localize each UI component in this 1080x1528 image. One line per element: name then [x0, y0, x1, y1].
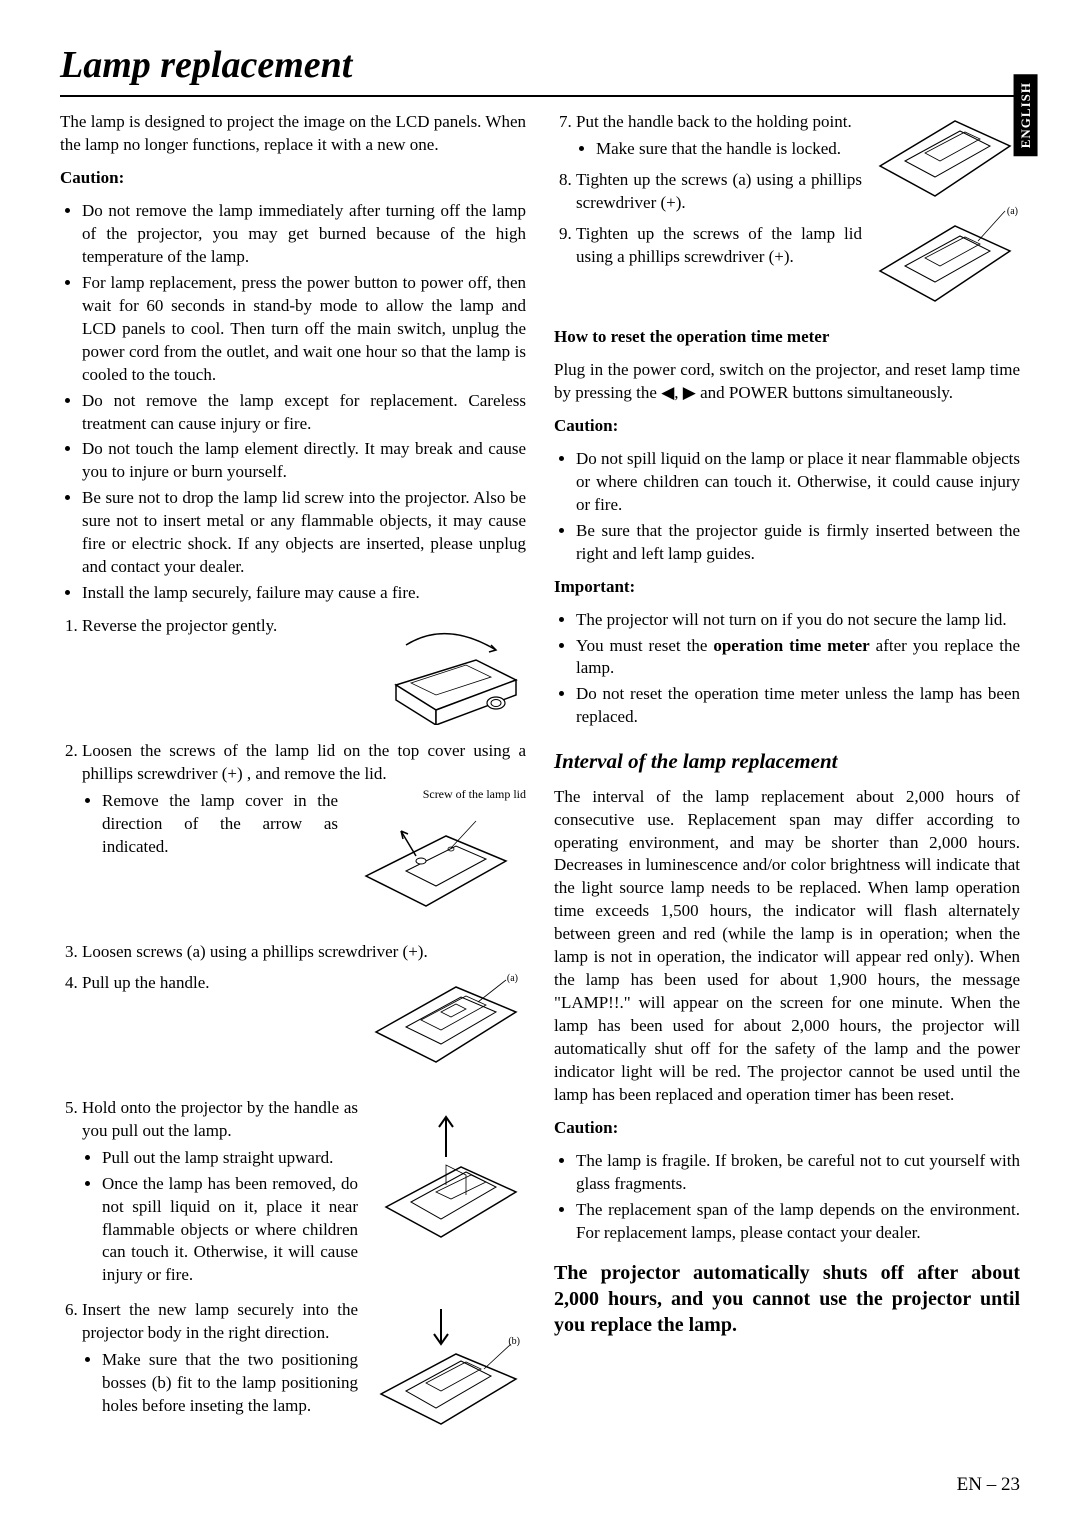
left-column: The lamp is designed to project the imag…	[60, 111, 526, 1456]
procedure-list-cont: Put the handle back to the holding point…	[554, 111, 862, 269]
step-7: Put the handle back to the holding point…	[576, 111, 862, 161]
interval-heading: Interval of the lamp replacement	[554, 747, 1020, 775]
step-2: Loosen the screws of the lamp lid on the…	[82, 740, 526, 933]
list-item: Do not touch the lamp element directly. …	[82, 438, 526, 484]
annotation-b: (b)	[508, 1335, 520, 1349]
list-item: For lamp replacement, press the power bu…	[82, 272, 526, 387]
list-item: Once the lamp has been removed, do not s…	[102, 1173, 358, 1288]
step-5: Hold onto the projector by the handle as…	[82, 1097, 526, 1292]
list-item: Make sure that the two positioning bosse…	[102, 1349, 358, 1418]
list-item: Be sure not to drop the lamp lid screw i…	[82, 487, 526, 579]
list-item: Be sure that the projector guide is firm…	[576, 520, 1020, 566]
text-run: You must reset the	[576, 636, 713, 655]
lamp-lid-figure: Screw of the lamp lid	[346, 786, 526, 933]
step-1: Reverse the projector gently.	[82, 615, 526, 732]
step-text: Reverse the projector gently.	[82, 615, 368, 638]
important-list: The projector will not turn on if you do…	[554, 609, 1020, 730]
step-4: Pull up the handle. (a)	[82, 972, 526, 1089]
caution-heading: Caution:	[554, 1117, 1020, 1140]
bold-text: operation time meter	[713, 636, 869, 655]
step-8: Tighten up the screws (a) using a philli…	[576, 169, 862, 215]
figure-label: Screw of the lamp lid	[346, 786, 526, 802]
step-text: Loosen the screws of the lamp lid on the…	[82, 741, 526, 783]
step-9: Tighten up the screws of the lamp lid us…	[576, 223, 862, 269]
list-item: Do not remove the lamp except for replac…	[82, 390, 526, 436]
caution-list: The lamp is fragile. If broken, be caref…	[554, 1150, 1020, 1245]
list-item: The projector will not turn on if you do…	[576, 609, 1020, 632]
lamp-pullout-figure	[366, 1097, 526, 1254]
step-text: Insert the new lamp securely into the pr…	[82, 1300, 358, 1342]
interval-body: The interval of the lamp replacement abo…	[554, 786, 1020, 1107]
step-text: Pull up the handle.	[82, 972, 358, 995]
procedure-list: Reverse the projector gently.	[60, 615, 526, 1446]
list-item: Pull out the lamp straight upward.	[102, 1147, 358, 1170]
step-text: Put the handle back to the holding point…	[576, 112, 852, 131]
annotation-a: (a)	[507, 972, 518, 986]
lamp-secure-figure: (a)	[870, 111, 1020, 318]
text-run: and POWER buttons simultaneously.	[696, 383, 953, 402]
caution-heading: Caution:	[60, 167, 526, 190]
step-6: Insert the new lamp securely into the pr…	[82, 1299, 526, 1446]
list-item: Install the lamp securely, failure may c…	[82, 582, 526, 605]
shutdown-warning: The projector automatically shuts off af…	[554, 1260, 1020, 1338]
caution-heading: Caution:	[554, 415, 1020, 438]
important-heading: Important:	[554, 576, 1020, 599]
right-column: Put the handle back to the holding point…	[554, 111, 1020, 1456]
right-arrow-icon: ▶	[683, 383, 696, 402]
projector-figure	[376, 615, 526, 732]
intro-paragraph: The lamp is designed to project the imag…	[60, 111, 526, 157]
list-item: Do not spill liquid on the lamp or place…	[576, 448, 1020, 517]
lamp-insert-figure: (b)	[366, 1299, 526, 1446]
step-text: Hold onto the projector by the handle as…	[82, 1098, 358, 1140]
annotation-a: (a)	[1007, 205, 1018, 219]
reset-heading: How to reset the operation time meter	[554, 326, 1020, 349]
list-item: You must reset the operation time meter …	[576, 635, 1020, 681]
step-3: Loosen screws (a) using a phillips screw…	[82, 941, 526, 964]
page-title: Lamp replacement	[60, 40, 1020, 97]
two-column-layout: The lamp is designed to project the imag…	[60, 111, 1020, 1456]
list-item: Make sure that the handle is locked.	[596, 138, 862, 161]
left-arrow-icon: ◀	[661, 383, 674, 402]
list-item: The replacement span of the lamp depends…	[576, 1199, 1020, 1245]
list-item: Remove the lamp cover in the direction o…	[102, 790, 338, 859]
page-number: EN – 23	[60, 1472, 1020, 1498]
list-item: The lamp is fragile. If broken, be caref…	[576, 1150, 1020, 1196]
caution-list: Do not spill liquid on the lamp or place…	[554, 448, 1020, 566]
list-item: Do not reset the operation time meter un…	[576, 683, 1020, 729]
lamp-panel-figure-a: (a)	[366, 972, 526, 1089]
page: ENGLISH Lamp replacement The lamp is des…	[60, 40, 1020, 1498]
caution-list: Do not remove the lamp immediately after…	[60, 200, 526, 605]
list-item: Do not remove the lamp immediately after…	[82, 200, 526, 269]
reset-paragraph: Plug in the power cord, switch on the pr…	[554, 359, 1020, 405]
